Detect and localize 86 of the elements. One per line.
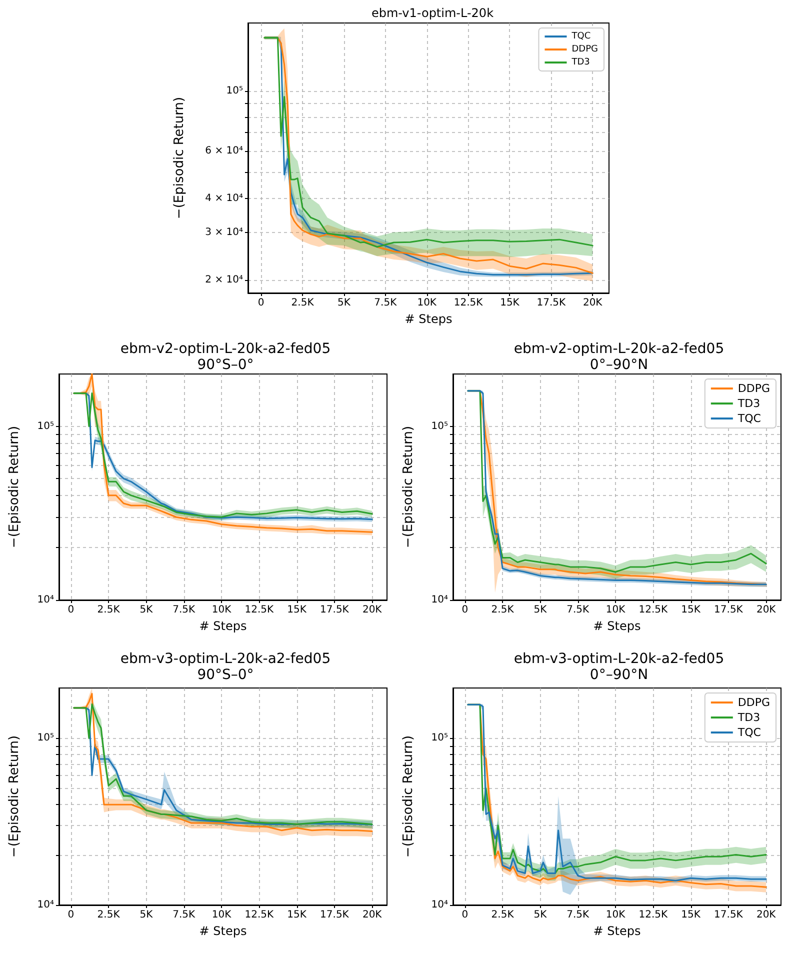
chart-title: ebm-v2-optim-L-20k-a2-fed05 bbox=[120, 341, 331, 357]
chart-title: ebm-v3-optim-L-20k-a2-fed05 bbox=[514, 651, 724, 667]
x-tick-label: 15K bbox=[681, 910, 701, 920]
x-tick-label: 12.5K bbox=[454, 298, 484, 308]
x-tick-label: 10K bbox=[212, 604, 232, 616]
chart-title: ebm-v3-optim-L-20k-a2-fed05 bbox=[120, 651, 331, 667]
y-tick-label: 4 × 10⁴ bbox=[205, 192, 243, 204]
x-tick-label: 0 bbox=[462, 604, 468, 616]
chart-title: ebm-v2-optim-L-20k-a2-fed05 bbox=[514, 341, 724, 357]
x-tick-label: 0 bbox=[68, 910, 74, 920]
chart-subtitle: 90°S–0° bbox=[197, 357, 254, 373]
x-tick-label: 12.5K bbox=[244, 604, 274, 616]
y-tick-label: 10⁴ bbox=[431, 900, 448, 910]
y-tick-label: 10⁵ bbox=[431, 732, 448, 744]
chart-subtitle: 0°–90°N bbox=[590, 667, 648, 683]
x-tick-label: 17.5K bbox=[714, 910, 744, 920]
y-tick-label: 10⁵ bbox=[431, 420, 448, 432]
x-tick-label: 10K bbox=[606, 604, 626, 616]
x-tick-label: 7.5K bbox=[172, 910, 196, 920]
x-tick-label: 12.5K bbox=[244, 910, 274, 920]
x-tick-label: 0 bbox=[258, 298, 264, 308]
x-tick-label: 5K bbox=[534, 910, 548, 920]
legend-label: TQC bbox=[736, 412, 762, 425]
y-tick-label: 10⁴ bbox=[37, 594, 54, 606]
x-tick-label: 17.5K bbox=[320, 910, 350, 920]
x-tick-label: 12.5K bbox=[638, 910, 668, 920]
x-tick-label: 0 bbox=[462, 910, 468, 920]
x-tick-label: 7.5K bbox=[566, 604, 590, 616]
x-tick-label: 15K bbox=[681, 604, 701, 616]
chart-title: ebm-v1-optim-L-20k bbox=[371, 6, 494, 20]
x-tick-label: 2.5K bbox=[491, 604, 514, 616]
legend-label: TD3 bbox=[736, 711, 760, 724]
x-tick-label: 5K bbox=[534, 604, 548, 616]
x-tick-label: 20K bbox=[582, 298, 603, 308]
y-tick-label: 10⁴ bbox=[37, 900, 54, 910]
x-axis-title: # Steps bbox=[593, 924, 641, 938]
x-tick-label: 7.5K bbox=[374, 298, 398, 308]
y-tick-label: 10⁵ bbox=[226, 85, 243, 96]
x-tick-label: 15K bbox=[287, 910, 307, 920]
x-tick-label: 5K bbox=[338, 298, 351, 308]
x-tick-label: 17.5K bbox=[536, 298, 566, 308]
legend-label: TQC bbox=[736, 726, 762, 739]
x-tick-label: 12.5K bbox=[638, 604, 668, 616]
x-axis-title: # Steps bbox=[404, 312, 452, 326]
x-axis-title: # Steps bbox=[593, 619, 641, 633]
legend-label: DDPG bbox=[572, 44, 598, 54]
x-tick-label: 2.5K bbox=[491, 910, 514, 920]
legend-label: TD3 bbox=[570, 58, 590, 68]
x-tick-label: 2.5K bbox=[97, 604, 120, 616]
x-tick-label: 5K bbox=[140, 910, 154, 920]
x-axis-title: # Steps bbox=[199, 619, 247, 633]
x-axis-title: # Steps bbox=[199, 924, 247, 938]
legend-label: TQC bbox=[570, 32, 591, 42]
x-tick-label: 5K bbox=[140, 604, 154, 616]
x-tick-label: 10K bbox=[606, 910, 626, 920]
x-tick-label: 7.5K bbox=[566, 910, 590, 920]
x-tick-label: 20K bbox=[756, 604, 776, 616]
y-axis-title: −(Episodic Return) bbox=[7, 735, 22, 858]
y-tick-label: 6 × 10⁴ bbox=[205, 145, 243, 156]
y-tick-label: 2 × 10⁴ bbox=[205, 274, 243, 286]
x-tick-label: 0 bbox=[68, 604, 74, 616]
y-axis-title: −(Episodic Return) bbox=[401, 735, 416, 858]
chart-subtitle: 90°S–0° bbox=[197, 667, 254, 683]
y-tick-label: 10⁵ bbox=[37, 420, 54, 432]
y-axis-title: −(Episodic Return) bbox=[7, 426, 22, 548]
y-tick-label: 3 × 10⁴ bbox=[205, 226, 243, 238]
x-tick-label: 2.5K bbox=[291, 298, 314, 308]
y-axis-title: −(Episodic Return) bbox=[172, 96, 187, 220]
legend-label: DDPG bbox=[738, 696, 770, 709]
x-tick-label: 15K bbox=[287, 604, 307, 616]
x-tick-label: 17.5K bbox=[714, 604, 744, 616]
x-tick-label: 20K bbox=[756, 910, 776, 920]
y-tick-label: 10⁵ bbox=[37, 732, 54, 744]
legend-label: TD3 bbox=[736, 397, 760, 410]
x-tick-label: 20K bbox=[362, 910, 382, 920]
x-tick-label: 2.5K bbox=[97, 910, 120, 920]
x-tick-label: 10K bbox=[417, 298, 437, 308]
x-tick-label: 15K bbox=[500, 298, 520, 308]
y-tick-label: 10⁴ bbox=[431, 594, 448, 606]
x-tick-label: 10K bbox=[212, 910, 232, 920]
y-axis-title: −(Episodic Return) bbox=[401, 426, 416, 548]
x-tick-label: 7.5K bbox=[172, 604, 196, 616]
x-tick-label: 17.5K bbox=[320, 604, 350, 616]
legend-label: DDPG bbox=[738, 382, 770, 395]
chart-subtitle: 0°–90°N bbox=[590, 357, 648, 373]
x-tick-label: 20K bbox=[362, 604, 382, 616]
